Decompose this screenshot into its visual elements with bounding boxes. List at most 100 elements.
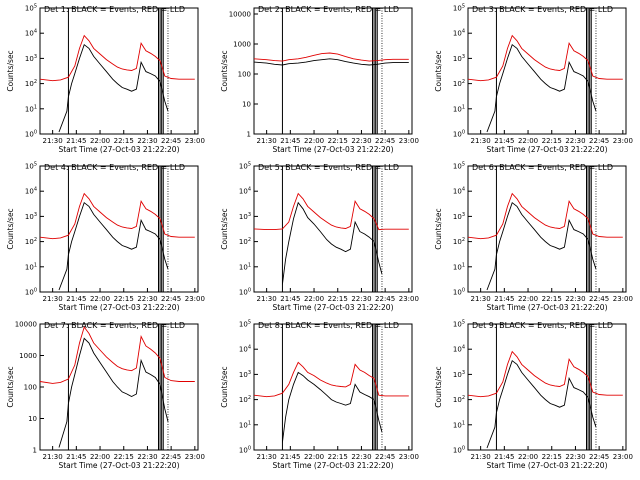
y-tick-label: 1000 <box>19 352 37 360</box>
lld-series <box>39 192 195 240</box>
y-tick-label: 105 <box>453 4 465 13</box>
panel-title: Det 1: BLACK = Events, RED = LLD <box>44 5 185 14</box>
lld-series <box>253 361 409 398</box>
y-tick-label: 103 <box>453 212 465 221</box>
y-axis-label: Counts/sec <box>6 366 15 407</box>
x-tick-label: 22:45 <box>589 137 609 145</box>
x-tick-label: 23:00 <box>613 137 633 145</box>
y-tick-label: 102 <box>25 79 37 88</box>
x-tick-label: 22:30 <box>565 295 585 303</box>
y-tick-label: 102 <box>25 237 37 246</box>
y-tick-label: 102 <box>453 395 465 404</box>
y-tick-label: 100 <box>24 384 37 392</box>
plot-frame <box>467 323 627 451</box>
x-tick-label: 23:00 <box>399 453 419 461</box>
x-tick-label: 22:45 <box>161 453 181 461</box>
x-tick-label: 21:45 <box>280 137 300 145</box>
y-tick-label: 103 <box>25 54 37 63</box>
events-series <box>58 337 169 448</box>
y-tick-label: 102 <box>239 395 251 404</box>
x-tick-label: 22:45 <box>589 295 609 303</box>
plot-frame <box>467 7 627 135</box>
x-tick-label: 22:00 <box>304 295 324 303</box>
detector-panel-2: Det 2: BLACK = Events, RED = LLD 1 10 100 10… <box>220 5 419 154</box>
panel-title: Det 5: BLACK = Events, RED = LLD <box>258 163 399 172</box>
x-axis-label: Start Time (27-Oct-03 21:22:20) <box>272 145 393 154</box>
y-tick-label: 100 <box>453 446 465 455</box>
y-tick-label: 100 <box>25 130 37 139</box>
y-tick-label: 103 <box>453 54 465 63</box>
x-tick-label: 22:45 <box>375 137 395 145</box>
y-tick-label: 102 <box>239 237 251 246</box>
y-tick-label: 101 <box>453 104 465 113</box>
x-tick-label: 23:00 <box>399 295 419 303</box>
lld-series <box>467 34 623 82</box>
x-tick-label: 22:45 <box>375 453 395 461</box>
y-axis-label: Counts/sec <box>6 50 15 91</box>
detector-panel-7: Det 7: BLACK = Events, RED = LLD 1 10 100 10… <box>6 321 205 471</box>
x-tick-label: 21:30 <box>43 453 63 461</box>
y-tick-label: 103 <box>239 370 251 379</box>
x-tick-label: 21:30 <box>257 295 277 303</box>
x-tick-label: 22:00 <box>518 137 538 145</box>
x-tick-label: 22:00 <box>90 453 110 461</box>
y-tick-label: 105 <box>25 162 37 171</box>
x-tick-label: 21:45 <box>280 453 300 461</box>
detector-panel-6: Det 6: BLACK = Events, RED = LLD 100 101 10… <box>434 162 633 313</box>
y-tick-label: 104 <box>453 345 465 354</box>
lld-series <box>467 350 623 398</box>
y-tick-label: 104 <box>239 345 251 354</box>
plot-frame <box>253 7 413 135</box>
detector-panel-3: Det 3: BLACK = Events, RED = LLD 100 101 10… <box>434 4 633 155</box>
x-tick-label: 22:15 <box>328 137 348 145</box>
detector-panel-9: Det 9: BLACK = Events, RED = LLD 100 101 10… <box>434 320 633 471</box>
x-axis-label: Start Time (27-Oct-03 21:22:20) <box>486 145 607 154</box>
plot-frame <box>39 165 199 293</box>
detector-panel-4: Det 4: BLACK = Events, RED = LLD 100 101 10… <box>6 162 205 313</box>
lld-series <box>39 326 195 384</box>
x-axis-label: Start Time (27-Oct-03 21:22:20) <box>486 461 607 470</box>
x-tick-label: 22:45 <box>161 295 181 303</box>
y-tick-label: 105 <box>239 320 251 329</box>
y-tick-label: 104 <box>453 187 465 196</box>
y-tick-label: 101 <box>453 420 465 429</box>
x-tick-label: 22:15 <box>542 137 562 145</box>
y-tick-label: 103 <box>25 212 37 221</box>
y-tick-label: 10 <box>28 415 37 423</box>
panel-title: Det 4: BLACK = Events, RED = LLD <box>44 163 185 172</box>
x-tick-label: 22:00 <box>90 137 110 145</box>
x-tick-label: 23:00 <box>185 453 205 461</box>
x-tick-label: 22:00 <box>304 137 324 145</box>
y-tick-label: 105 <box>453 320 465 329</box>
x-axis-label: Start Time (27-Oct-03 21:22:20) <box>272 461 393 470</box>
x-tick-label: 22:15 <box>542 453 562 461</box>
x-tick-label: 21:45 <box>280 295 300 303</box>
x-tick-label: 21:30 <box>471 453 491 461</box>
x-tick-label: 23:00 <box>399 137 419 145</box>
y-axis-label: Counts/sec <box>6 208 15 249</box>
y-axis-label: Counts/sec <box>434 50 443 91</box>
x-tick-label: 22:15 <box>114 137 134 145</box>
x-tick-label: 21:45 <box>66 137 86 145</box>
x-tick-label: 21:30 <box>471 137 491 145</box>
x-tick-label: 22:45 <box>161 137 181 145</box>
x-tick-label: 21:45 <box>494 453 514 461</box>
y-tick-label: 104 <box>239 187 251 196</box>
x-tick-label: 23:00 <box>185 137 205 145</box>
x-tick-label: 22:30 <box>137 295 157 303</box>
y-tick-label: 100 <box>239 446 251 455</box>
panel-title: Det 6: BLACK = Events, RED = LLD <box>472 163 613 172</box>
x-tick-label: 21:45 <box>66 453 86 461</box>
events-series <box>486 201 597 291</box>
x-tick-label: 22:45 <box>589 453 609 461</box>
y-axis-label: Counts/sec <box>220 208 229 249</box>
x-tick-label: 21:30 <box>43 295 63 303</box>
y-axis-label: Counts/sec <box>220 366 229 407</box>
y-tick-label: 100 <box>238 71 251 79</box>
y-tick-label: 101 <box>25 262 37 271</box>
x-axis-label: Start Time (27-Oct-03 21:22:20) <box>58 461 179 470</box>
x-tick-label: 21:45 <box>494 295 514 303</box>
y-axis-label: Counts/sec <box>434 366 443 407</box>
x-tick-label: 22:45 <box>375 295 395 303</box>
x-tick-label: 21:30 <box>43 137 63 145</box>
